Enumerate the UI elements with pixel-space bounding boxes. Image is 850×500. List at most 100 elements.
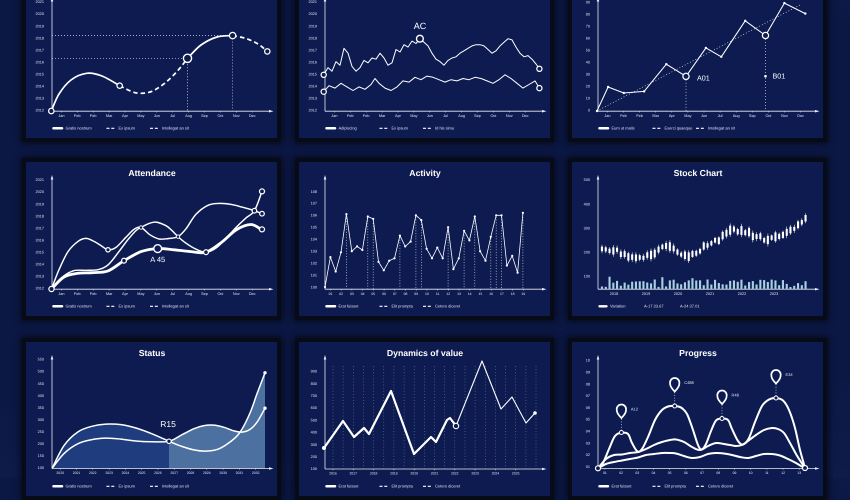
svg-text:01: 01 <box>603 471 607 475</box>
svg-text:2032: 2032 <box>252 471 260 475</box>
svg-text:Intellegat an sit: Intellegat an sit <box>162 483 190 488</box>
svg-text:11: 11 <box>436 291 440 295</box>
svg-text:Jan: Jan <box>58 114 64 118</box>
svg-text:Oct: Oct <box>217 291 224 295</box>
svg-text:80: 80 <box>586 13 590 17</box>
svg-text:01: 01 <box>586 464 590 468</box>
svg-text:Dec: Dec <box>522 114 529 118</box>
svg-text:500: 500 <box>311 418 317 422</box>
svg-text:Oct: Oct <box>217 114 224 118</box>
svg-text:2018: 2018 <box>309 36 317 40</box>
svg-text:Elit prompta: Elit prompta <box>392 303 414 308</box>
svg-text:Variation: Variation <box>610 303 626 308</box>
svg-text:550: 550 <box>38 357 44 361</box>
svg-text:R48: R48 <box>732 392 740 397</box>
svg-text:30: 30 <box>586 73 590 77</box>
svg-text:105: 105 <box>311 225 317 229</box>
svg-text:2015: 2015 <box>36 73 44 77</box>
svg-text:05: 05 <box>668 471 672 475</box>
svg-text:Jan: Jan <box>604 114 610 118</box>
svg-text:May: May <box>684 114 691 118</box>
svg-text:09: 09 <box>586 370 590 374</box>
svg-text:200: 200 <box>311 454 317 458</box>
svg-text:Aug: Aug <box>733 114 740 118</box>
svg-text:400: 400 <box>584 202 590 206</box>
svg-text:09: 09 <box>414 291 418 295</box>
svg-text:Feb: Feb <box>90 114 97 118</box>
svg-text:Apr: Apr <box>395 114 402 118</box>
svg-text:A-24 37.01: A-24 37.01 <box>680 303 700 308</box>
svg-text:2017: 2017 <box>350 471 358 475</box>
svg-text:Nov: Nov <box>781 114 788 118</box>
svg-text:04: 04 <box>361 291 365 295</box>
svg-text:B01: B01 <box>773 71 786 80</box>
svg-text:102: 102 <box>311 261 317 265</box>
svg-text:150: 150 <box>38 454 44 458</box>
svg-text:Oct: Oct <box>765 114 772 118</box>
svg-text:Jun: Jun <box>154 114 160 118</box>
svg-text:2023: 2023 <box>471 471 479 475</box>
svg-text:18: 18 <box>511 291 515 295</box>
svg-text:350: 350 <box>38 405 44 409</box>
svg-text:2021: 2021 <box>706 291 714 295</box>
svg-text:Exerci quaeque: Exerci quaeque <box>665 126 694 131</box>
svg-text:01: 01 <box>329 291 333 295</box>
svg-text:06: 06 <box>684 471 688 475</box>
svg-text:2015: 2015 <box>309 73 317 77</box>
svg-text:Feb: Feb <box>620 114 627 118</box>
svg-text:A12: A12 <box>631 406 639 411</box>
svg-text:Feb: Feb <box>363 114 370 118</box>
svg-text:2021: 2021 <box>309 0 317 4</box>
svg-text:2018: 2018 <box>36 36 44 40</box>
svg-text:AC: AC <box>414 21 427 31</box>
svg-text:2014: 2014 <box>36 262 44 266</box>
svg-text:02: 02 <box>339 291 343 295</box>
svg-text:Dec: Dec <box>797 114 804 118</box>
svg-text:500: 500 <box>584 178 590 182</box>
svg-text:02: 02 <box>586 453 590 457</box>
svg-text:13: 13 <box>797 471 801 475</box>
svg-text:2017: 2017 <box>36 48 44 52</box>
svg-text:2024: 2024 <box>492 471 500 475</box>
svg-text:2028: 2028 <box>187 471 195 475</box>
svg-text:Cetero diceret: Cetero diceret <box>708 483 734 488</box>
svg-text:Dec: Dec <box>249 291 256 295</box>
svg-text:07: 07 <box>586 394 590 398</box>
svg-text:Intellegat an sit: Intellegat an sit <box>162 303 190 308</box>
svg-text:08: 08 <box>586 382 590 386</box>
svg-text:108: 108 <box>311 189 317 193</box>
svg-text:16: 16 <box>489 291 493 295</box>
svg-text:40: 40 <box>586 61 590 65</box>
svg-text:R15: R15 <box>160 419 176 429</box>
svg-text:Feb: Feb <box>90 291 97 295</box>
svg-text:A01: A01 <box>697 73 710 82</box>
svg-text:Jan: Jan <box>331 114 337 118</box>
svg-text:Gratis nostrum: Gratis nostrum <box>66 303 93 308</box>
svg-text:2020: 2020 <box>674 291 682 295</box>
svg-text:2016: 2016 <box>329 471 337 475</box>
svg-text:2012: 2012 <box>309 109 317 113</box>
svg-text:106: 106 <box>311 213 317 217</box>
svg-text:2012: 2012 <box>36 109 44 113</box>
svg-text:200: 200 <box>584 250 590 254</box>
svg-text:Aug: Aug <box>185 291 192 295</box>
svg-text:Elit prompta: Elit prompta <box>392 483 414 488</box>
svg-text:06: 06 <box>382 291 386 295</box>
svg-text:2015: 2015 <box>36 250 44 254</box>
svg-text:2019: 2019 <box>309 24 317 28</box>
svg-text:2019: 2019 <box>390 471 398 475</box>
svg-text:20: 20 <box>586 85 590 89</box>
svg-text:17: 17 <box>500 291 504 295</box>
svg-text:May: May <box>137 291 144 295</box>
svg-text:2016: 2016 <box>309 60 317 64</box>
svg-text:11: 11 <box>765 471 769 475</box>
svg-text:19: 19 <box>521 291 525 295</box>
svg-text:450: 450 <box>38 381 44 385</box>
svg-text:10: 10 <box>749 471 753 475</box>
svg-text:Gratis nostrum: Gratis nostrum <box>66 126 93 131</box>
svg-text:A 45: A 45 <box>150 254 165 263</box>
svg-text:2016: 2016 <box>36 60 44 64</box>
svg-text:Jul: Jul <box>718 114 723 118</box>
svg-text:14: 14 <box>468 291 472 295</box>
svg-text:10: 10 <box>586 97 590 101</box>
